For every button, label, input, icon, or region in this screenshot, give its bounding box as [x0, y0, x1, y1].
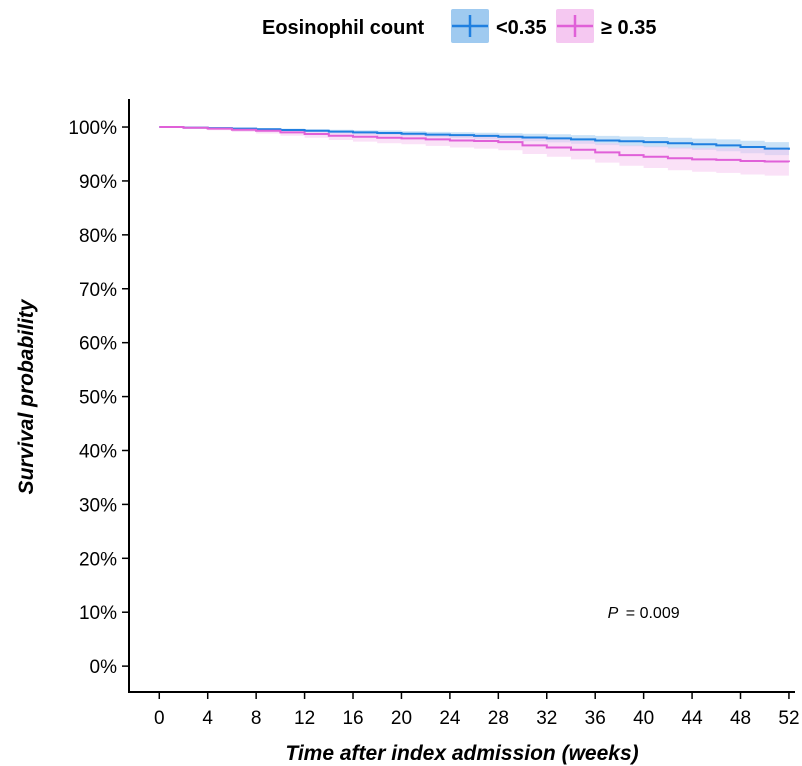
y-tick-label: 30%	[79, 495, 117, 516]
x-tick-label: 48	[730, 708, 751, 729]
y-tick-label: 20%	[79, 549, 117, 570]
x-tick-label: 12	[294, 708, 315, 729]
x-tick-label: 36	[585, 708, 606, 729]
y-tick-label: 80%	[79, 226, 117, 247]
survival-curve-series-1	[159, 126, 790, 150]
x-tick-label: 8	[251, 708, 262, 729]
y-tick-label: 90%	[79, 172, 117, 193]
p-value-text: = 0.009	[626, 605, 680, 622]
y-tick-label: 10%	[79, 603, 117, 624]
p-value-annotation: P = 0.009	[608, 605, 680, 622]
survival-curve-series-2	[159, 126, 790, 163]
x-tick-label: 28	[488, 708, 509, 729]
legend-key-series-2	[556, 9, 594, 43]
x-tick-label: 0	[154, 708, 165, 729]
legend-key-series-1	[451, 9, 489, 43]
y-tick-label: 100%	[68, 118, 117, 139]
x-tick-label: 4	[202, 708, 213, 729]
x-tick-label: 32	[536, 708, 557, 729]
x-tick-label: 52	[778, 708, 799, 729]
y-tick-label: 40%	[79, 441, 117, 462]
x-tick-label: 16	[342, 708, 363, 729]
legend-label-series-1: <0.35	[496, 17, 547, 39]
legend: Eosinophil count <0.35 ≥ 0.35	[262, 9, 656, 43]
x-axis-ticks: 0 4 8 12 16 20 24 28 32 36 40 44 48 52	[154, 692, 800, 729]
survival-curves	[159, 126, 790, 163]
x-tick-label: 20	[391, 708, 412, 729]
y-tick-label: 70%	[79, 280, 117, 301]
x-tick-label: 40	[633, 708, 654, 729]
legend-title: Eosinophil count	[262, 17, 425, 39]
legend-label-series-2: ≥ 0.35	[601, 17, 656, 39]
y-axis-ticks: 0% 10% 20% 30% 40% 50% 60% 70% 80% 90% 100%	[68, 118, 129, 678]
y-tick-label: 0%	[90, 657, 118, 678]
confidence-band-series-2	[159, 127, 789, 177]
x-tick-label: 44	[682, 708, 704, 729]
y-axis-title: Survival probability	[15, 298, 38, 494]
x-axis-title: Time after index admission (weeks)	[285, 742, 638, 765]
y-tick-label: 50%	[79, 388, 117, 409]
x-tick-label: 24	[439, 708, 461, 729]
p-value-label: P	[608, 605, 619, 622]
y-tick-label: 60%	[79, 334, 117, 355]
